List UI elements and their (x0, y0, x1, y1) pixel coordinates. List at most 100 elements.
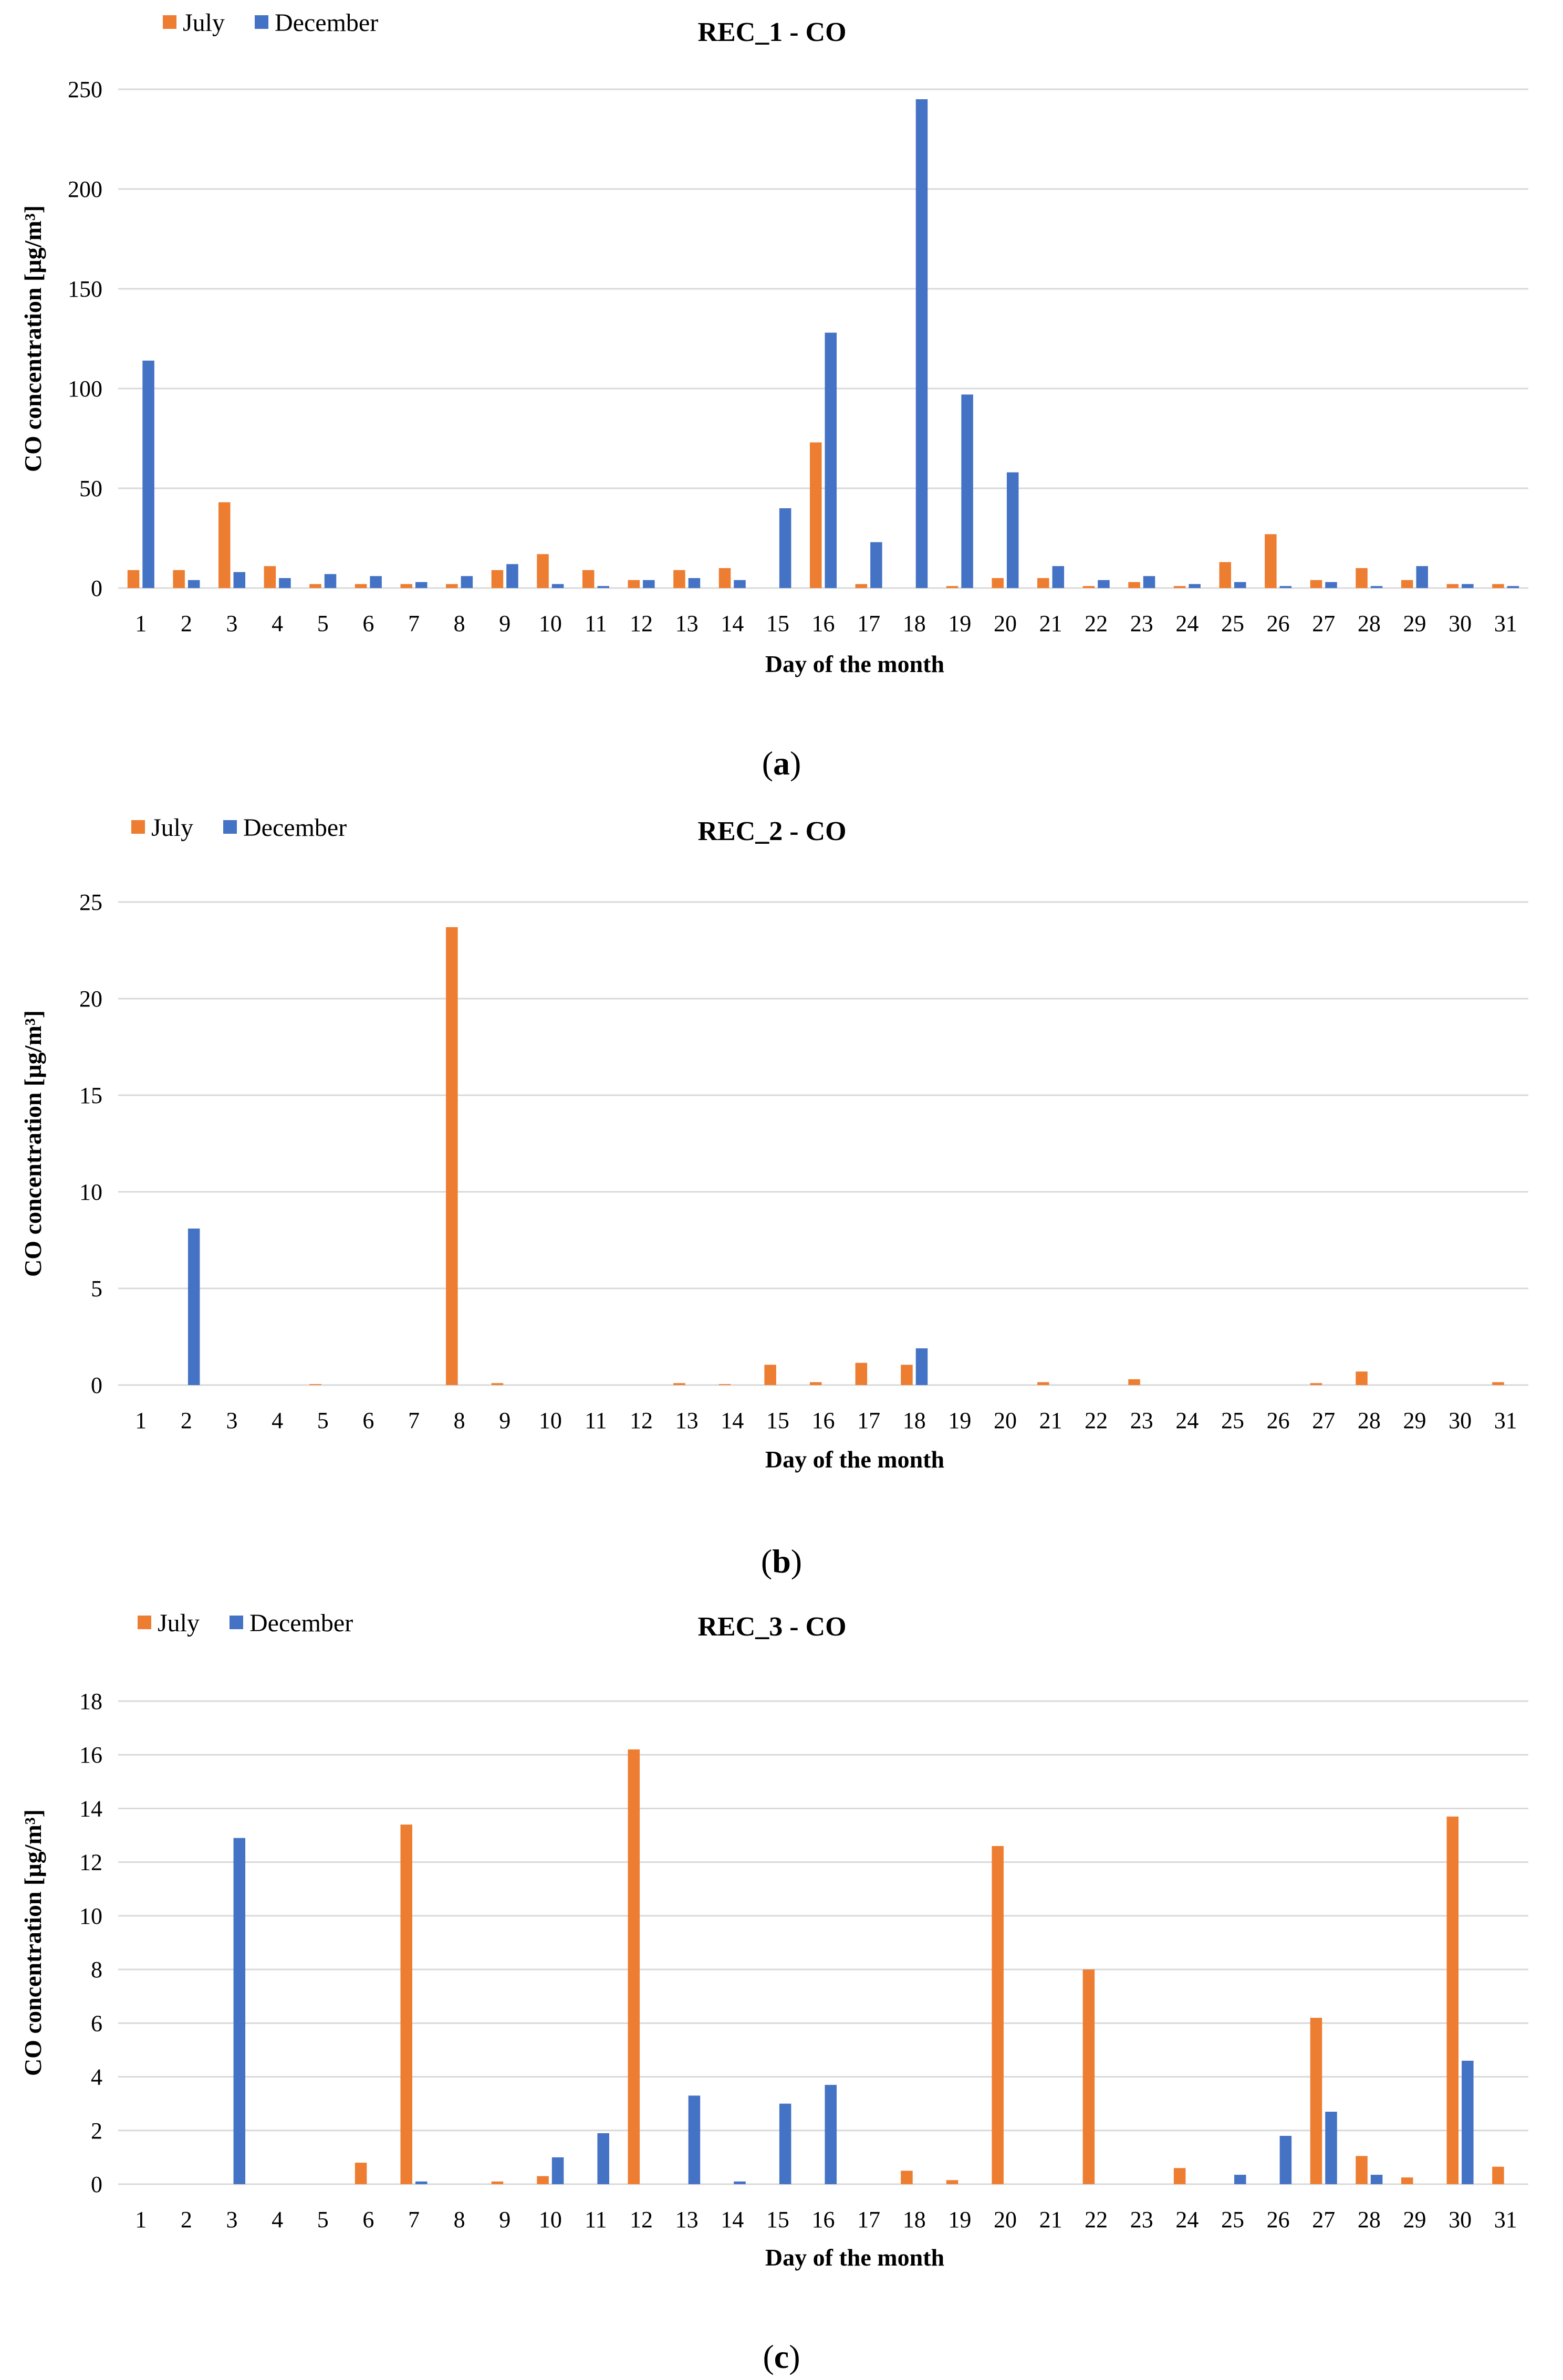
bar-july-day-16 (809, 1382, 822, 1385)
x-tick-label: 29 (1403, 2207, 1426, 2232)
x-tick-label: 2 (181, 611, 192, 636)
y-tick-label: 16 (79, 1742, 102, 1768)
x-tick-label: 7 (408, 2207, 420, 2232)
bar-december-day-27 (1325, 2112, 1337, 2184)
x-tick-label: 30 (1449, 611, 1472, 636)
bar-july-day-20 (992, 1846, 1004, 2184)
x-tick-label: 30 (1449, 1408, 1472, 1433)
bar-july-day-13 (673, 570, 685, 588)
x-tick-label: 8 (454, 1408, 465, 1433)
legend-swatch-december (230, 1616, 243, 1629)
x-tick-label: 3 (226, 2207, 238, 2232)
bar-july-day-23 (1128, 582, 1140, 588)
x-tick-label: 17 (857, 1408, 880, 1433)
y-axis-title: CO concentration [µg/m³] (19, 205, 46, 472)
x-tick-label: 28 (1358, 1408, 1381, 1433)
bar-july-day-14 (718, 568, 731, 588)
legend-label-december: December (249, 1609, 353, 1637)
y-tick-label: 8 (91, 1957, 102, 1983)
x-tick-label: 21 (1039, 611, 1062, 636)
bar-december-day-4 (279, 578, 291, 588)
bar-december-day-24 (1189, 584, 1201, 588)
bar-july-day-17 (855, 1362, 868, 1385)
bar-december-day-11 (597, 2133, 609, 2184)
bar-december-day-3 (233, 572, 246, 588)
y-tick-label: 50 (79, 476, 102, 501)
bar-july-day-3 (218, 502, 231, 588)
caption-letter: b (772, 1543, 791, 1580)
bar-july-day-2 (173, 570, 185, 588)
x-tick-label: 8 (454, 611, 465, 636)
bar-december-day-7 (415, 2181, 428, 2184)
bar-july-day-28 (1356, 568, 1368, 588)
x-tick-label: 22 (1085, 611, 1108, 636)
x-tick-label: 28 (1358, 611, 1381, 636)
x-tick-label: 20 (994, 2207, 1017, 2232)
x-axis-title: Day of the month (765, 1446, 944, 1473)
x-tick-label: 16 (812, 2207, 835, 2232)
x-tick-label: 6 (362, 1408, 374, 1433)
x-tick-label: 4 (272, 2207, 283, 2232)
bar-december-day-18 (915, 1348, 928, 1385)
x-tick-label: 5 (317, 1408, 329, 1433)
bar-july-day-17 (855, 584, 868, 588)
bar-july-day-16 (809, 442, 822, 588)
x-tick-label: 13 (675, 1408, 699, 1433)
bar-july-day-14 (718, 1384, 731, 1385)
x-tick-label: 3 (226, 611, 238, 636)
bar-december-day-8 (461, 576, 473, 588)
x-tick-label: 13 (675, 2207, 699, 2232)
bar-july-day-9 (491, 570, 504, 588)
x-tick-label: 18 (903, 611, 926, 636)
x-tick-label: 25 (1221, 2207, 1244, 2232)
bar-december-day-14 (734, 580, 746, 588)
bar-july-day-5 (309, 1384, 321, 1385)
legend-swatch-july (163, 15, 176, 29)
bar-july-day-12 (628, 580, 640, 588)
bar-july-day-20 (992, 578, 1004, 588)
y-tick-label: 0 (91, 2172, 102, 2197)
figure-caption: (c) (763, 2338, 800, 2375)
x-tick-label: 26 (1267, 1408, 1290, 1433)
x-tick-label: 20 (994, 1408, 1017, 1433)
x-tick-label: 31 (1494, 2207, 1517, 2232)
y-tick-label: 15 (79, 1083, 102, 1108)
x-tick-label: 17 (857, 611, 880, 636)
bar-july-day-27 (1310, 2018, 1322, 2184)
bar-july-day-25 (1219, 562, 1232, 588)
y-tick-label: 25 (79, 889, 102, 915)
x-tick-label: 13 (675, 611, 699, 636)
bar-july-day-31 (1492, 1382, 1504, 1385)
x-tick-label: 26 (1267, 611, 1290, 636)
x-tick-label: 30 (1449, 2207, 1472, 2232)
bar-july-day-26 (1265, 534, 1277, 588)
bar-july-day-24 (1173, 2168, 1186, 2184)
x-tick-label: 7 (408, 1408, 420, 1433)
y-tick-label: 100 (68, 376, 102, 402)
bar-july-day-27 (1310, 1383, 1322, 1385)
bar-december-day-20 (1006, 472, 1019, 588)
bar-december-day-17 (870, 542, 882, 588)
y-tick-label: 18 (79, 1689, 102, 1714)
bar-july-day-28 (1356, 1371, 1368, 1385)
x-tick-label: 21 (1039, 1408, 1062, 1433)
bar-july-day-8 (446, 927, 458, 1385)
legend-label-july: July (158, 1609, 200, 1637)
x-tick-label: 12 (630, 1408, 653, 1433)
bar-july-day-1 (127, 570, 140, 588)
bar-december-day-1 (142, 360, 154, 588)
x-tick-label: 23 (1130, 1408, 1153, 1433)
bar-july-day-6 (355, 2163, 367, 2184)
y-tick-label: 0 (91, 575, 102, 601)
y-tick-label: 10 (79, 1903, 102, 1929)
x-tick-label: 7 (408, 611, 420, 636)
x-tick-label: 29 (1403, 611, 1426, 636)
x-tick-label: 14 (721, 2207, 744, 2232)
chart-title: REC_3 - CO (697, 1612, 846, 1642)
bar-december-day-25 (1234, 582, 1246, 588)
legend-swatch-july (131, 820, 145, 834)
x-tick-label: 4 (272, 611, 283, 636)
bar-july-day-31 (1492, 2166, 1504, 2184)
